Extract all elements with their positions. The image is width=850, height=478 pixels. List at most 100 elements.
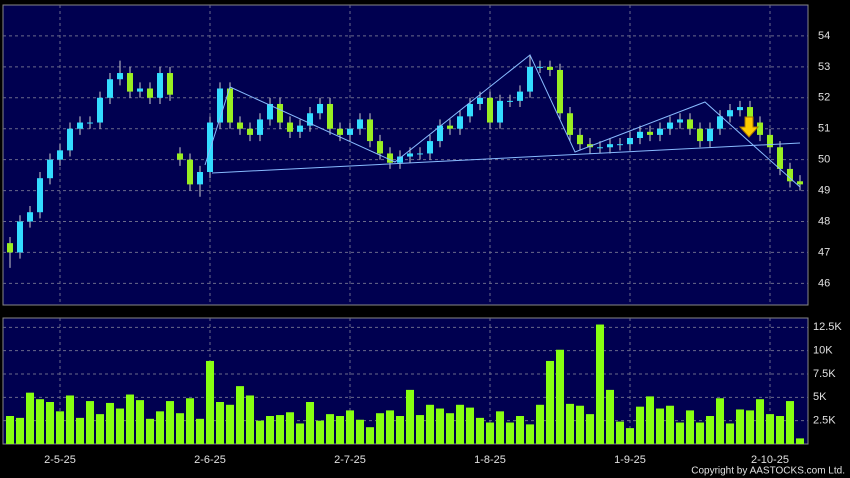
candle-body xyxy=(797,181,803,185)
y-tick-label: 53 xyxy=(818,61,830,73)
volume-bar xyxy=(266,416,274,444)
candle-body xyxy=(727,110,733,117)
volume-bar xyxy=(746,410,754,444)
volume-bar xyxy=(466,407,474,444)
candle-body xyxy=(497,100,503,123)
volume-bar xyxy=(356,419,364,444)
volume-bar xyxy=(136,400,144,444)
candle-body xyxy=(267,103,273,120)
marks: 46 47 48 49 50 51 52 53 54 2.5K 5K 7.5K 10K 12.5K 2-5-… xyxy=(3,5,842,466)
candle-body xyxy=(317,103,323,114)
candle-body xyxy=(697,128,703,142)
y-tick-label: 10K xyxy=(813,345,833,357)
x-tick-label: 2-10-25 xyxy=(751,454,789,466)
volume-bar xyxy=(186,398,194,444)
candle-body xyxy=(717,116,723,129)
volume-bar xyxy=(456,404,464,444)
candle-body xyxy=(427,141,433,154)
candle-body xyxy=(757,122,763,135)
candle-body xyxy=(507,100,513,102)
candle-body xyxy=(287,122,293,132)
volume-bar xyxy=(736,409,744,444)
candle-body xyxy=(567,113,573,135)
y-tick-label: 51 xyxy=(818,123,830,135)
volume-bar xyxy=(126,394,134,444)
volume-bar xyxy=(416,415,424,444)
volume-bar xyxy=(726,423,734,444)
volume-bar xyxy=(386,410,394,444)
candle-body xyxy=(237,122,243,129)
candle-body xyxy=(597,147,603,149)
candle-body xyxy=(617,144,623,146)
candle-body xyxy=(117,73,123,80)
y-tick-label: 12.5K xyxy=(813,321,842,333)
volume-bar xyxy=(626,428,634,444)
volume-bar xyxy=(646,396,654,444)
candle-body xyxy=(277,103,283,123)
volume-bar xyxy=(546,360,554,444)
volume-bar xyxy=(116,408,124,444)
volume-bar xyxy=(716,398,724,444)
volume-bar xyxy=(696,422,704,444)
volume-bar xyxy=(166,401,174,444)
arrow xyxy=(738,116,760,138)
candle-body xyxy=(607,144,613,148)
volume-bar xyxy=(46,402,54,444)
volume-bar xyxy=(66,395,74,444)
volume-bar xyxy=(346,410,354,444)
candle-body xyxy=(557,69,563,114)
volume-bar xyxy=(236,386,244,444)
candle-body xyxy=(337,128,343,135)
copyright: Copyright by AASTOCKS.com Ltd. xyxy=(691,466,845,477)
candle-body xyxy=(457,116,463,129)
candle-body xyxy=(707,128,713,142)
volume-bar xyxy=(256,420,264,444)
price-panel xyxy=(2,4,809,306)
candle-body xyxy=(297,125,303,132)
volume-bar xyxy=(96,414,104,444)
candle-body xyxy=(367,119,373,142)
x-tick-label: 1-8-25 xyxy=(474,454,506,466)
volume-bar xyxy=(486,422,494,444)
volume-bar xyxy=(286,412,294,444)
volume-bar xyxy=(156,411,164,444)
volume-bar xyxy=(326,414,334,444)
candle-body xyxy=(167,73,173,95)
candle-body xyxy=(247,128,253,135)
volume-bar xyxy=(566,403,574,444)
pattern-lines xyxy=(204,54,801,188)
volume-bar xyxy=(436,408,444,444)
volume-bar xyxy=(756,399,764,444)
candle-body xyxy=(637,131,643,138)
volume-bar xyxy=(376,413,384,444)
volume-bar xyxy=(706,416,714,444)
candle-body xyxy=(257,119,263,135)
volume-bar xyxy=(146,418,154,444)
volume-bar xyxy=(366,427,374,444)
volume-bar xyxy=(666,405,674,444)
y-tick-label: 50 xyxy=(818,154,830,166)
volume-bar xyxy=(246,395,254,444)
volume-bar xyxy=(796,438,804,444)
volume-bar xyxy=(426,404,434,444)
candle-body xyxy=(107,79,113,98)
x-tick-label: 2-5-25 xyxy=(44,454,76,466)
candle-body xyxy=(407,153,413,157)
candle-body xyxy=(177,153,183,160)
volume-bar xyxy=(36,399,44,444)
candle-body xyxy=(447,125,453,129)
volume-bar xyxy=(336,416,344,444)
volume-bar xyxy=(506,422,514,444)
volume-bar xyxy=(216,402,224,444)
y-tick-label: 47 xyxy=(818,246,830,258)
volume-bar xyxy=(656,408,664,444)
candle-body xyxy=(517,91,523,101)
volume-bar xyxy=(16,417,24,444)
y-tick-label: 52 xyxy=(818,92,830,104)
candle-body xyxy=(87,122,93,124)
volume-bar xyxy=(276,415,284,444)
volume-bar xyxy=(476,417,484,444)
x-tick-label: 2-6-25 xyxy=(194,454,226,466)
volume-bar xyxy=(396,416,404,444)
